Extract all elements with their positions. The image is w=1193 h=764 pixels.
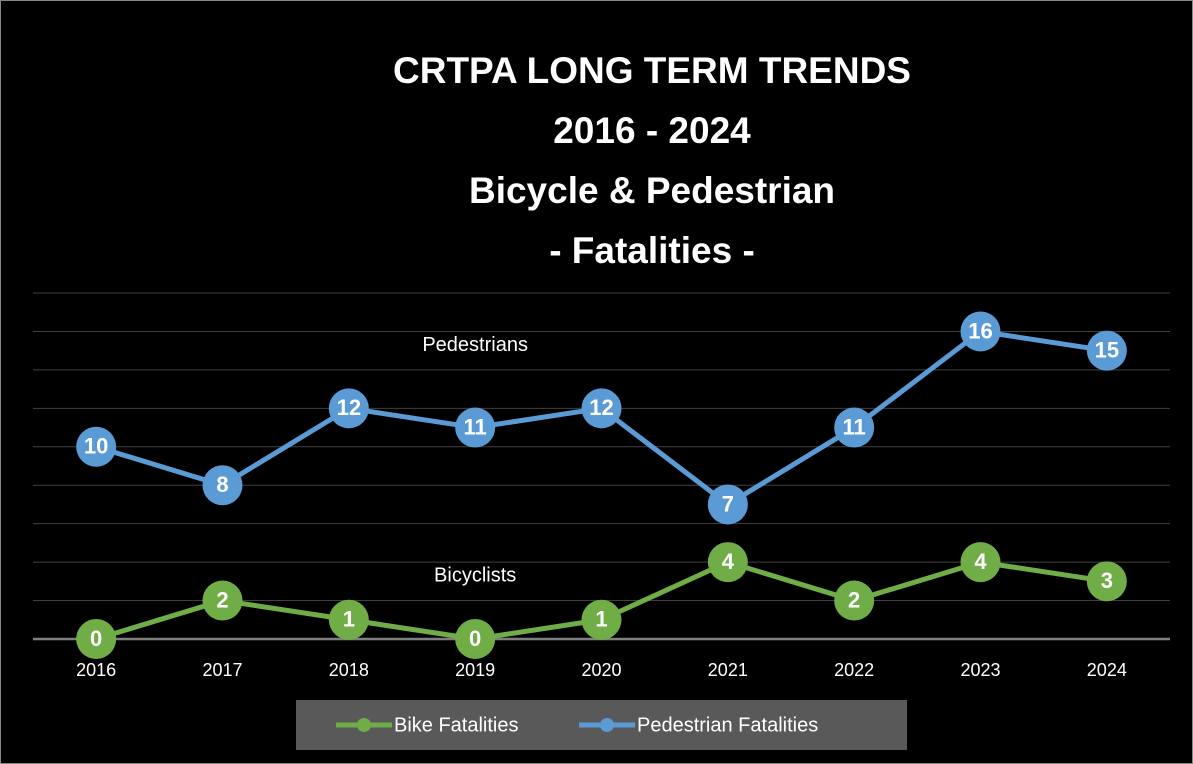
data-label: 12	[589, 395, 613, 420]
data-label: 0	[90, 626, 102, 651]
chart-title: 2016 - 2024	[553, 110, 751, 151]
marker	[328, 388, 369, 429]
marker	[202, 465, 243, 506]
marker	[834, 407, 875, 448]
data-label: 4	[722, 549, 735, 574]
marker	[960, 311, 1001, 352]
legend-marker	[600, 718, 614, 732]
data-label: 4	[974, 549, 987, 574]
marker	[76, 619, 117, 659]
x-tick-label: 2024	[1087, 660, 1127, 680]
marker	[455, 619, 496, 659]
marker	[581, 388, 622, 429]
chart-title: - Fatalities -	[549, 230, 755, 271]
data-label: 3	[1101, 568, 1113, 593]
annotation: Bicyclists	[434, 565, 516, 587]
x-tick-label: 2021	[708, 660, 748, 680]
data-label: 2	[848, 587, 860, 612]
marker	[202, 580, 243, 621]
x-tick-label: 2016	[76, 660, 116, 680]
legend-label: Bike Fatalities	[394, 714, 519, 736]
data-label: 10	[84, 434, 108, 459]
data-label: 12	[337, 395, 361, 420]
x-tick-label: 2022	[834, 660, 874, 680]
marker	[707, 484, 748, 525]
data-label: 8	[216, 472, 228, 497]
data-label: 1	[343, 607, 355, 632]
annotation: Pedestrians	[422, 334, 528, 356]
x-tick-label: 2019	[455, 660, 495, 680]
marker	[707, 542, 748, 583]
marker	[455, 407, 496, 448]
data-label: 1	[595, 607, 607, 632]
data-label: 16	[968, 318, 992, 343]
marker	[960, 542, 1001, 583]
chart-title: CRTPA LONG TERM TRENDS	[393, 50, 911, 91]
marker	[76, 426, 117, 467]
x-tick-label: 2020	[581, 660, 621, 680]
data-label: 0	[469, 626, 481, 651]
data-label: 11	[464, 414, 487, 439]
marker	[1086, 330, 1127, 371]
legend-label: Pedestrian Fatalities	[637, 714, 818, 736]
data-label: 15	[1095, 337, 1119, 362]
marker	[834, 580, 875, 621]
marker	[581, 599, 622, 640]
marker	[1086, 561, 1127, 602]
legend-marker	[357, 718, 371, 732]
chart-title: Bicycle & Pedestrian	[469, 170, 835, 211]
marker	[328, 599, 369, 640]
data-label: 7	[722, 491, 734, 516]
x-tick-label: 2023	[960, 660, 1000, 680]
data-label: 2	[216, 587, 228, 612]
data-label: 11	[843, 414, 866, 439]
x-tick-label: 2018	[329, 660, 369, 680]
x-tick-label: 2017	[202, 660, 242, 680]
